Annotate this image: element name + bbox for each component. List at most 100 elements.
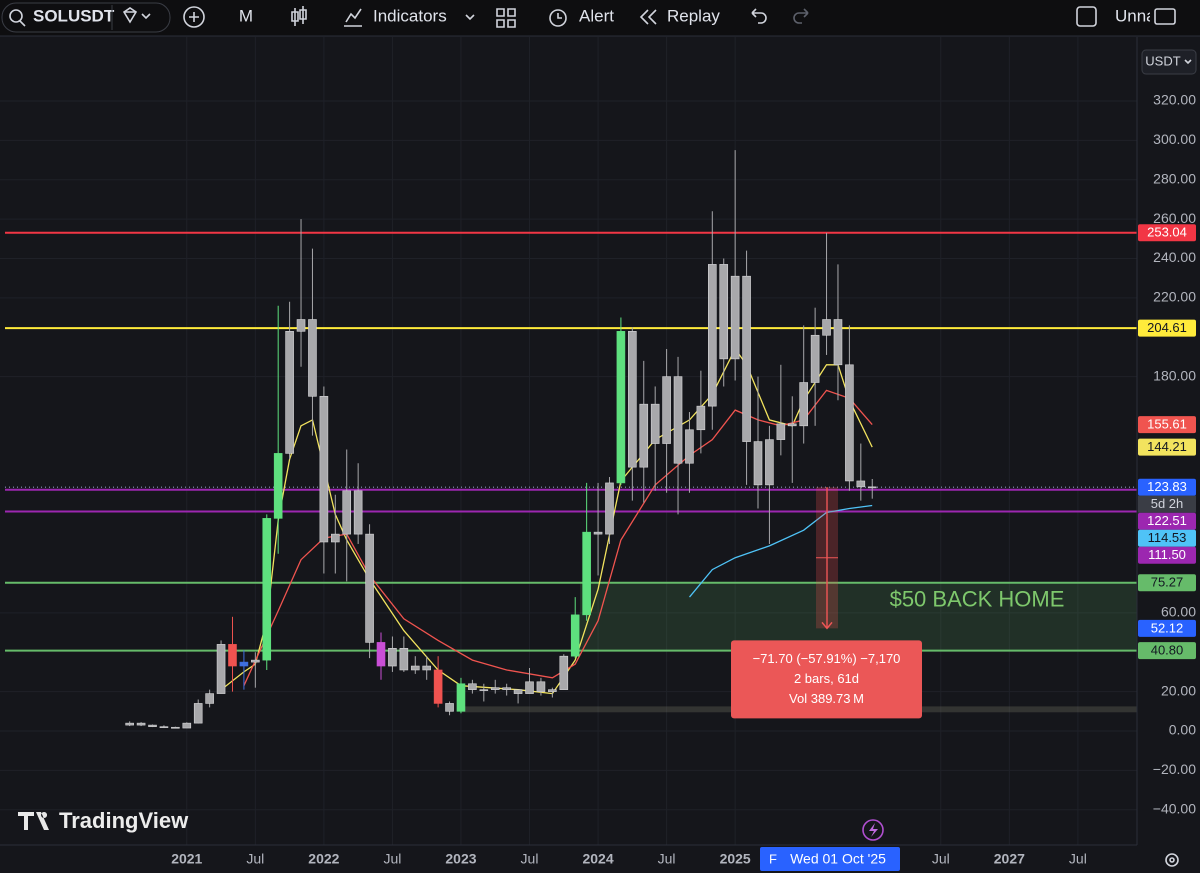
candle-body: [456, 683, 466, 712]
chevron: [141, 13, 151, 20]
candle-body: [845, 364, 854, 482]
crosshair-label-bg: [760, 847, 900, 871]
measure-box: [731, 640, 922, 719]
candle-body: [125, 722, 134, 726]
candle-body: [490, 687, 500, 690]
price-label-bg: [1138, 512, 1196, 530]
grid: [0, 37, 1137, 845]
currency[interactable]: USDT: [1145, 53, 1180, 68]
candle-body: [799, 382, 808, 427]
y-tick-label: 320.00: [1153, 92, 1196, 108]
y-tick-label: 260.00: [1153, 210, 1196, 226]
candle-body: [833, 319, 843, 366]
alert[interactable]: Alert: [579, 6, 614, 25]
candle-body: [136, 722, 146, 726]
watermark: TradingView: [59, 808, 189, 833]
candle-body: [216, 644, 226, 694]
candle-body: [662, 376, 671, 444]
price-label-bg: [1138, 574, 1196, 592]
price-label: 155.61: [1147, 417, 1187, 432]
x-tick-label: Jul: [932, 851, 950, 867]
price-label-bg: [1138, 319, 1196, 337]
price-label: 52.12: [1151, 620, 1184, 635]
candle-body: [308, 319, 317, 397]
currency-select[interactable]: [1141, 49, 1197, 75]
snapshot[interactable]: [1154, 8, 1176, 25]
candle-body: [410, 665, 420, 671]
price-label: 144.21: [1147, 439, 1187, 454]
price-label-bg: [1138, 619, 1196, 637]
events-icon: [869, 823, 878, 837]
target-zone: [580, 582, 1137, 651]
redo[interactable]: [793, 8, 809, 24]
settings[interactable]: [1165, 853, 1179, 867]
candle-body: [479, 689, 489, 691]
y-tick-label: 220.00: [1153, 289, 1196, 305]
measure-text: Vol 389.73 M: [789, 691, 864, 706]
candle-body: [673, 376, 683, 464]
undo[interactable]: [751, 8, 767, 24]
candle-body: [331, 533, 340, 543]
candle-body: [525, 681, 534, 694]
moving-average: [688, 504, 873, 598]
countdown-bg: [1138, 495, 1196, 513]
layouts[interactable]: [496, 8, 516, 28]
candle-body: [719, 264, 729, 360]
indicators[interactable]: Indicators: [373, 6, 447, 25]
settings: [1169, 857, 1175, 863]
candle-body: [319, 395, 329, 543]
price-label: 123.83: [1147, 479, 1187, 494]
search-icon: [9, 9, 23, 23]
diamond-icon[interactable]: [122, 7, 138, 24]
candle-body: [422, 665, 431, 671]
candle-body: [685, 429, 694, 464]
symbol-search[interactable]: [1, 2, 171, 33]
price-label-bg: [1138, 478, 1196, 496]
candle-body: [502, 687, 511, 690]
candle-body: [753, 441, 763, 486]
candle-body: [776, 423, 786, 440]
price-label: 253.04: [1147, 225, 1187, 240]
x-tick-label: 2024: [582, 851, 613, 867]
candle-body: [228, 644, 237, 667]
y-tick-label: 60.00: [1161, 604, 1196, 620]
candle-body: [148, 724, 157, 727]
replay[interactable]: Replay: [667, 6, 720, 25]
candle-body: [708, 264, 717, 407]
x-tick-label: 2025: [720, 851, 751, 867]
chevron: [465, 14, 475, 21]
alert-icon: [557, 13, 562, 19]
candle-body: [616, 331, 626, 484]
candle-body: [159, 726, 169, 728]
candle-body: [742, 275, 751, 442]
layout-checkbox[interactable]: [1076, 6, 1097, 27]
x-tick-label: Jul: [658, 851, 676, 867]
indicators-icon: [344, 8, 362, 27]
candle-body: [559, 655, 569, 690]
candle-body: [822, 319, 831, 336]
interval[interactable]: M: [239, 6, 253, 25]
add-symbol[interactable]: [183, 6, 205, 28]
x-tick-label: 2023: [445, 851, 476, 867]
x-tick-label: Jul: [246, 851, 264, 867]
countdown: 5d 2h: [1151, 496, 1184, 511]
symbol[interactable]: SOLUSDT: [33, 6, 115, 25]
candle-body: [650, 403, 660, 444]
replay-icon: [639, 9, 657, 25]
candle-body: [445, 703, 454, 712]
candle-body: [399, 648, 409, 671]
candle-body: [365, 533, 374, 643]
events-icon[interactable]: [862, 819, 884, 841]
price-label-bg: [1138, 416, 1196, 434]
candle-body: [639, 403, 649, 468]
chart-type[interactable]: [291, 6, 307, 26]
candle-body: [171, 726, 180, 729]
price-label-bg: [1138, 224, 1196, 242]
y-tick-label: 20.00: [1161, 682, 1196, 698]
candle-body: [765, 439, 774, 486]
y-tick-label: 300.00: [1153, 131, 1196, 147]
y-tick-label: −40.00: [1153, 800, 1196, 816]
layout-name[interactable]: Unna: [1115, 6, 1156, 25]
